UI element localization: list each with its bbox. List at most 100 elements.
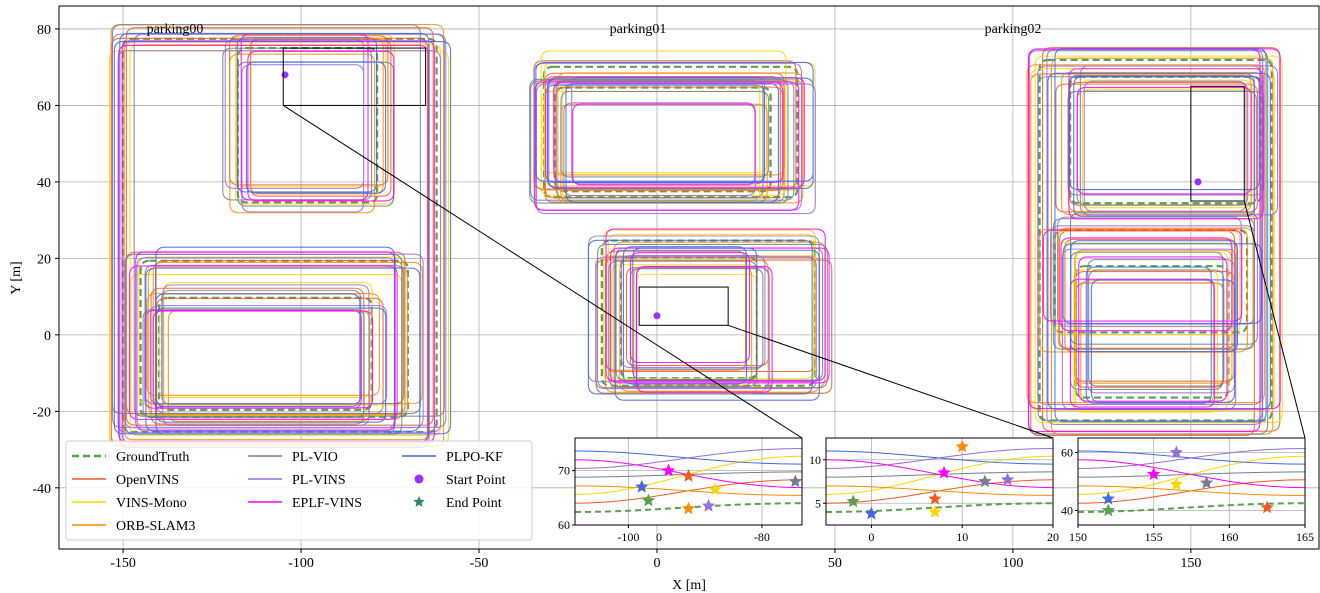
y-tick-label: 0 [44,329,51,344]
inset-panels: -100 -80 0 60 70 0 10 20 5 10 150 155 160 165 40 60 [558,437,1314,544]
trajectory-groundtruth [121,37,1273,434]
inset-end-star-orb-slam3 [681,501,696,515]
annotation-parking01: parking01 [610,22,667,37]
x-tick-label: 100 [1002,556,1023,571]
inset-x-tick-label: 10 [956,530,968,544]
inset-end-star-vins-mono [928,504,942,518]
inset-x-tick-label: 0 [868,530,874,544]
y-axis-label: Y [m] [9,261,24,294]
inset-frame [574,437,803,526]
zoom-boxes [282,47,1306,439]
inset-y-tick-label: 40 [1061,504,1073,518]
x-tick-label: 50 [828,556,842,571]
legend-label-start-point: Start Point [446,473,506,488]
inset-trajectory-vins-mono [825,455,1054,496]
inset-1: -100 -80 0 60 70 [558,437,803,544]
trajectory-lines [108,23,1283,449]
zoom-connector [282,105,803,439]
inset-y-tick-label: 60 [1061,446,1073,460]
legend-label-orb-slam3: ORB-SLAM3 [116,519,195,534]
x-tick-label: 0 [653,556,660,571]
inset-x-tick-label: 160 [1220,530,1238,544]
inset-trajectory-pl-vins [574,447,803,469]
legend-label-plpo-kf: PLPO-KF [446,450,503,465]
legend-marker-end-point [413,496,425,507]
inset-end-star-plpo-kf [864,506,879,520]
legend-label-pl-vins: PL-VINS [292,473,346,488]
trajectory-pl-vins [111,33,1279,433]
inset-y-tick-label: 60 [558,518,570,532]
legend-label-eplf-vins: EPLF-VINS [292,496,362,511]
inset-end-star-vins-mono [708,482,722,496]
inset-end-star-groundtruth [846,494,860,508]
inset-x-tick-label: 0 [656,530,662,544]
inset-trajectory-eplf-vins [574,459,803,489]
legend-label-vins-mono: VINS-Mono [116,496,187,511]
legend-label-openvins: OpenVINS [116,473,179,488]
inset-x-tick-label: 155 [1145,530,1163,544]
zoom-connector [727,324,1054,439]
inset-frame [825,437,1054,526]
y-tick-label: -40 [32,482,51,497]
inset-trajectory-vins-mono [1077,455,1306,496]
inset-end-star-pl-vio [1200,475,1214,489]
x-tick-label: -100 [288,556,314,571]
annotation-parking00: parking00 [147,22,204,37]
inset-2: 0 10 20 5 10 [809,437,1059,544]
inset-trajectory-eplf-vins [1077,459,1306,489]
inset-frame [1077,437,1306,526]
start-point-marker [281,71,289,79]
inset-end-star-pl-vins [1169,445,1183,459]
inset-trajectory-groundtruth [574,502,803,513]
inset-trajectory-pl-vins [825,447,1054,469]
inset-end-star-eplf-vins [1147,467,1161,480]
x-tick-label: -150 [110,556,136,571]
inset-trajectory-groundtruth [1077,502,1306,513]
zoom-box [638,286,729,326]
inset-end-star-groundtruth [1101,503,1115,517]
inset-x-tick-label: 165 [1296,530,1314,544]
inset-end-star-pl-vins [701,499,716,512]
x-tick-label: 150 [1180,556,1201,571]
inset-trajectory-pl-vio [825,471,1054,478]
x-tick-label: -50 [470,556,489,571]
y-tick-label: 80 [37,23,51,38]
plot-frame [58,5,1320,550]
y-tick-label: 40 [37,176,51,191]
legend-marker-start-point [414,474,424,484]
inset-trajectory-orb-slam3 [1077,485,1306,496]
inset-end-star-pl-vins [1000,472,1015,486]
inset-end-star-pl-vio [788,474,802,488]
y-tick-label: 60 [37,99,51,114]
inset-trajectory-pl-vins [1077,447,1306,469]
inset-end-star-vins-mono [1169,477,1183,491]
inset-trajectory-groundtruth [825,502,1054,513]
inset-x-tick-label: 20 [1047,530,1059,544]
inset-x-tick-label: -80 [754,530,770,544]
inset-trajectory-orb-slam3 [825,485,1054,496]
zoom-box [282,47,427,106]
legend-label-end-point: End Point [446,496,502,511]
inset-end-star-groundtruth [641,493,656,507]
inset-y-tick-label: 70 [558,464,570,478]
inset-end-star-openvins [681,469,696,482]
annotation-parking02: parking02 [985,22,1042,37]
legend: GroundTruth OpenVINS VINS-Mono ORB-SLAM3… [65,440,533,541]
inset-end-star-openvins [1260,500,1274,514]
inset-end-star-openvins [928,491,942,505]
inset-end-star-plpo-kf [635,479,649,493]
inset-3: 150 155 160 165 40 60 [1061,437,1314,544]
inset-y-tick-label: 5 [815,496,821,510]
legend-label-groundtruth: GroundTruth [116,450,189,465]
inset-trajectory-plpo-kf [1077,450,1306,465]
inset-end-star-plpo-kf [1101,491,1115,505]
legend-label-pl-vio: PL-VIO [292,450,338,465]
zoom-connector [1243,200,1306,439]
inset-end-star-orb-slam3 [955,439,969,453]
inset-trajectory-orb-slam3 [574,485,803,496]
inset-trajectory-plpo-kf [574,450,803,465]
inset-end-star-eplf-vins [661,463,676,477]
y-tick-label: 20 [37,252,51,267]
